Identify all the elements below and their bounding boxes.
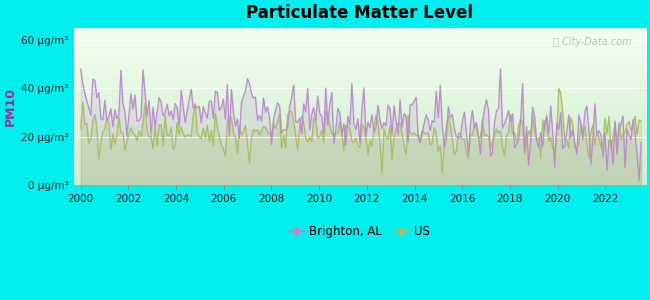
- Text: ⓘ City-Data.com: ⓘ City-Data.com: [553, 37, 632, 47]
- Legend: Brighton, AL, US: Brighton, AL, US: [285, 220, 435, 242]
- Y-axis label: PM10: PM10: [4, 87, 17, 126]
- Title: Particulate Matter Level: Particulate Matter Level: [246, 4, 473, 22]
